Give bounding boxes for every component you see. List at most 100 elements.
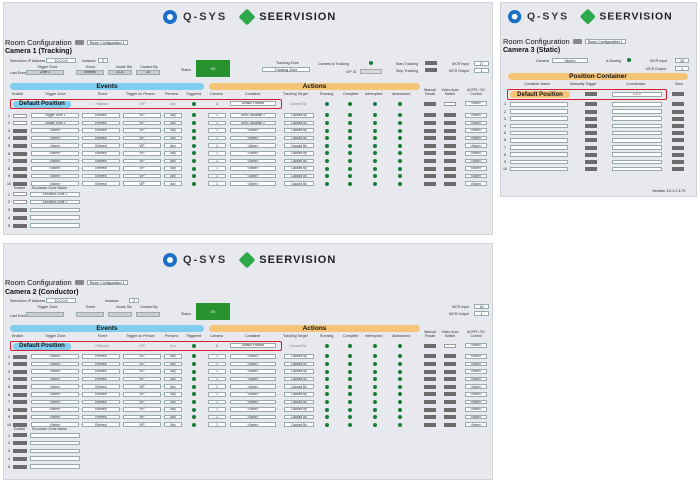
c1-row-trigger-person[interactable]: VIP	[123, 143, 161, 148]
c2-row-container[interactable]: <None>	[230, 376, 276, 382]
c2-excl-enable[interactable]	[13, 441, 27, 446]
c3-row-save[interactable]	[672, 159, 684, 164]
cam3-mcr-output[interactable]: 1	[675, 66, 689, 71]
c1-row-container[interactable]: Shot Container 1	[230, 113, 276, 118]
c1-excl-enable[interactable]	[13, 200, 27, 205]
c2-row-persons[interactable]: Any	[164, 399, 182, 405]
c2-row-video-switch[interactable]	[444, 415, 456, 420]
c2-row-container[interactable]: <None>	[230, 392, 276, 397]
c1-excl-enable[interactable]	[13, 223, 27, 228]
c2-row-trigger-zone[interactable]: <None>	[31, 361, 79, 367]
c1-row-acpr[interactable]: <None>	[465, 120, 487, 126]
c1-row-trigger-person[interactable]: VIP	[123, 151, 161, 156]
c2-row-camera[interactable]: 1	[208, 369, 226, 374]
c2-row-caused-by[interactable]: Caused By	[284, 369, 314, 374]
c2-row-event[interactable]: Entered	[82, 392, 120, 397]
c1-row-container[interactable]: <None>	[230, 173, 276, 179]
c1-row-camera[interactable]: 1	[208, 120, 226, 126]
c2-row-trigger-person[interactable]: VIP	[123, 354, 161, 359]
c2-mcr-output-field[interactable]: 1	[474, 311, 489, 316]
c1-row-event[interactable]: Entered	[82, 181, 120, 186]
c1-row-acpr[interactable]: <None>	[465, 151, 487, 156]
c1-row-container[interactable]: <None>	[230, 166, 276, 171]
c1-row-caused-by[interactable]: Caused By	[284, 143, 314, 148]
c1-row-video-switch[interactable]	[444, 120, 456, 125]
c3-row-coords[interactable]	[612, 116, 662, 121]
c2-row-persons[interactable]: Any	[164, 369, 182, 374]
c1-excl-name[interactable]	[30, 207, 80, 213]
c1-row-manual-recall[interactable]	[424, 166, 436, 171]
c2-row-container[interactable]: <None>	[230, 414, 276, 420]
c1-row-manual-recall[interactable]	[424, 113, 436, 118]
c2-row-container[interactable]: <None>	[230, 399, 276, 405]
mcr-input-field[interactable]: 17	[474, 61, 489, 66]
c1-row-acpr[interactable]: <None>	[465, 135, 487, 141]
c3-row-name[interactable]	[510, 138, 568, 143]
c2-row-trigger-person[interactable]: VIP	[123, 384, 161, 389]
vip-id-field[interactable]	[360, 69, 382, 74]
c3-row-name[interactable]	[510, 159, 568, 165]
c2-row-trigger-person[interactable]: VIP	[123, 399, 161, 405]
c2-dp-manual-recall[interactable]	[424, 344, 436, 348]
c2-row-caused-by[interactable]: Caused By	[284, 392, 314, 397]
c2-row-caused-by[interactable]: Caused By	[284, 414, 314, 420]
c1-excl-enable[interactable]	[13, 192, 27, 197]
c1-row-manual-recall[interactable]	[424, 136, 436, 141]
c2-row-camera[interactable]: 1	[208, 407, 226, 412]
c1-row-persons[interactable]: Any	[164, 143, 182, 148]
c2-row-acpr[interactable]: <None>	[465, 414, 487, 420]
c2-row-manual-recall[interactable]	[424, 399, 436, 404]
c2-row-camera[interactable]: 1	[208, 354, 226, 359]
c3-row-name[interactable]	[510, 152, 568, 157]
dp-video-switch[interactable]	[444, 102, 456, 106]
c3-row-coords[interactable]	[612, 159, 662, 165]
dp-container[interactable]: Default Position	[230, 101, 276, 106]
c1-row-container[interactable]: <None>	[230, 135, 276, 141]
c3-row-save[interactable]	[672, 138, 684, 143]
c1-row-trigger-person[interactable]: VIP	[123, 158, 161, 164]
c2-dp-container[interactable]: Default Position	[230, 343, 276, 348]
c3-row-save[interactable]	[672, 131, 684, 136]
c2-row-camera[interactable]: 1	[208, 361, 226, 367]
c1-row-camera[interactable]: 1	[208, 166, 226, 171]
c1-row-container[interactable]: Shot Container 2	[230, 120, 276, 126]
c2-excl-enable[interactable]	[13, 464, 27, 469]
c1-row-caused-by[interactable]: Caused By	[284, 173, 314, 179]
c1-row-trigger-zone[interactable]: <None>	[31, 173, 79, 179]
stop-tracking-button[interactable]	[425, 68, 437, 72]
c1-excl-name[interactable]: Exclusion Zone 1	[30, 192, 80, 197]
c2-mcr-input-field[interactable]: 16	[474, 304, 489, 309]
c2-row-video-switch[interactable]	[444, 384, 456, 389]
c2-row-video-switch[interactable]	[444, 407, 456, 412]
c2-row-event[interactable]: Entered	[82, 399, 120, 405]
c1-row-trigger-person[interactable]: VIP	[123, 181, 161, 186]
c1-row-acpr[interactable]: <None>	[465, 113, 487, 118]
c2-row-trigger-zone[interactable]: <None>	[31, 392, 79, 397]
c2-row-acpr[interactable]: <None>	[465, 354, 487, 359]
c2-row-caused-by[interactable]: Caused By	[284, 399, 314, 405]
c2-row-acpr[interactable]: <None>	[465, 369, 487, 374]
c1-row-event[interactable]: Entered	[82, 158, 120, 164]
room-config-toggle-2[interactable]	[74, 280, 84, 285]
c3-row-name[interactable]	[510, 166, 568, 172]
room-config-toggle[interactable]	[74, 40, 84, 45]
c3-row-save[interactable]	[672, 102, 684, 107]
start-tracking-button[interactable]	[425, 61, 437, 65]
c1-row-manual-recall[interactable]	[424, 128, 436, 133]
c2-row-event[interactable]: Entered	[82, 422, 120, 427]
c3-row-name[interactable]	[510, 102, 568, 107]
c1-row-camera[interactable]: 1	[208, 128, 226, 133]
c2-row-acpr[interactable]: <None>	[465, 399, 487, 405]
c1-row-camera[interactable]: 1	[208, 151, 226, 156]
c2-excl-name[interactable]	[30, 464, 80, 469]
c3-row-name[interactable]	[510, 130, 568, 136]
c2-row-camera[interactable]: 1	[208, 414, 226, 420]
c1-row-camera[interactable]: 1	[208, 173, 226, 179]
c2-row-trigger-person[interactable]: VIP	[123, 369, 161, 374]
c1-row-caused-by[interactable]: Caused By	[284, 151, 314, 156]
c3-row-trigger[interactable]	[585, 102, 597, 107]
c2-dp-acpr[interactable]: <None>	[465, 343, 487, 348]
c1-row-manual-recall[interactable]	[424, 151, 436, 156]
c3-row-trigger[interactable]	[585, 159, 597, 164]
room-config-select-3[interactable]: Room Configuration 1	[584, 39, 626, 44]
